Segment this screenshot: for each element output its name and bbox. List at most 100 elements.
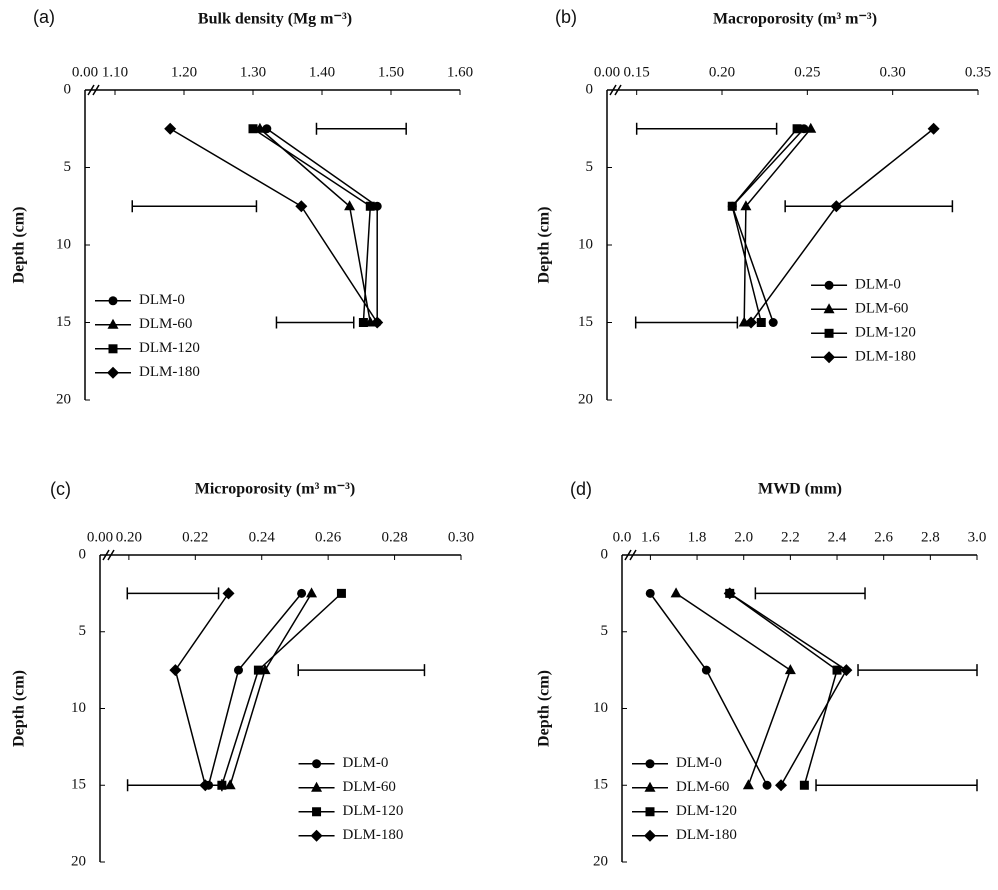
axis-break xyxy=(87,84,95,96)
marker-square xyxy=(358,318,368,327)
panel-label: (c) xyxy=(50,479,71,499)
y-tick-label: 10 xyxy=(71,700,86,716)
marker-circle xyxy=(701,665,711,675)
chart-title: Macroporosity (m³ m⁻³) xyxy=(713,11,877,28)
legend-label: DLM-120 xyxy=(343,803,404,819)
series-line xyxy=(729,592,848,786)
x-tick-label: 2.8 xyxy=(921,529,940,545)
lsd-bar xyxy=(754,587,866,600)
marker-circle xyxy=(645,588,655,598)
x-tick-label: 1.8 xyxy=(688,529,707,545)
legend-marker xyxy=(645,759,655,769)
legend-label: DLM-60 xyxy=(676,779,729,795)
marker-diamond xyxy=(723,587,736,600)
y-tick-label: 5 xyxy=(64,159,72,175)
y-tick-label: 10 xyxy=(593,700,608,716)
legend-label: DLM-0 xyxy=(676,755,722,771)
marker-diamond xyxy=(164,122,177,135)
marker-diamond xyxy=(295,200,308,213)
marker-triangle xyxy=(740,200,752,211)
x-tick-label: 2.6 xyxy=(874,529,893,545)
legend-label: DLM-180 xyxy=(343,827,404,843)
marker-diamond xyxy=(840,664,853,677)
axis-break xyxy=(107,549,115,561)
x-tick-label: 1.50 xyxy=(378,64,404,80)
marker-diamond xyxy=(745,316,758,329)
marker-square xyxy=(336,588,346,598)
legend-label: DLM-0 xyxy=(139,292,185,308)
x-tick-label: 0.20 xyxy=(709,64,735,80)
legend-marker xyxy=(824,280,834,290)
x-tick-label: 0.20 xyxy=(116,529,142,545)
marker-triangle xyxy=(742,779,754,790)
x-tick-label: 0.25 xyxy=(794,64,820,80)
lsd-bar xyxy=(635,122,778,135)
marker-circle xyxy=(262,124,272,134)
marker-triangle xyxy=(344,200,356,211)
marker-triangle xyxy=(670,587,682,598)
x-tick-label: 0.00 xyxy=(72,64,98,80)
chart-title: Microporosity (m³ m⁻³) xyxy=(195,481,356,498)
axis-break xyxy=(609,84,617,96)
lsd-bar xyxy=(131,200,258,213)
legend-marker xyxy=(107,366,119,379)
marker-diamond xyxy=(222,587,235,600)
marker-circle xyxy=(799,124,809,134)
x-tick-label: 0.30 xyxy=(448,529,474,545)
lsd-bar xyxy=(784,200,954,213)
series-line xyxy=(266,128,378,323)
series-line xyxy=(750,128,935,323)
legend-marker xyxy=(107,318,119,329)
legend-marker xyxy=(310,829,323,842)
axis-break xyxy=(102,549,110,561)
x-tick-label: 0.22 xyxy=(182,529,208,545)
marker-diamond xyxy=(830,200,843,213)
lsd-bar xyxy=(815,779,978,792)
x-tick-label: 2.2 xyxy=(781,529,800,545)
marker-square xyxy=(217,780,227,790)
y-axis-label: Depth (cm) xyxy=(536,670,553,747)
legend-label: DLM-60 xyxy=(343,779,396,795)
axis-break xyxy=(92,84,100,96)
x-tick-label: 1.40 xyxy=(309,64,335,80)
x-tick-label: 1.60 xyxy=(447,64,473,80)
legend-label: DLM-60 xyxy=(855,301,908,317)
marker-diamond xyxy=(927,122,940,135)
legend-marker xyxy=(824,328,834,338)
y-tick-label: 15 xyxy=(56,314,71,330)
legend-marker xyxy=(312,759,322,769)
x-tick-label: 1.10 xyxy=(102,64,128,80)
panel-label: (b) xyxy=(555,7,577,27)
marker-triangle xyxy=(306,587,318,598)
y-tick-label: 15 xyxy=(71,777,86,793)
y-tick-label: 0 xyxy=(601,546,609,562)
x-tick-label: 0.00 xyxy=(594,64,620,80)
lsd-bar xyxy=(315,122,407,135)
x-tick-label: 2.0 xyxy=(734,529,753,545)
legend-marker xyxy=(108,296,118,306)
lsd-bar xyxy=(634,316,739,329)
marker-square xyxy=(799,780,809,790)
legend-marker xyxy=(312,807,322,817)
series-line xyxy=(221,592,342,786)
y-tick-label: 15 xyxy=(578,314,593,330)
y-tick-label: 10 xyxy=(578,236,593,252)
legend-label: DLM-60 xyxy=(139,316,192,332)
lsd-bar xyxy=(126,587,220,600)
marker-square xyxy=(792,124,802,134)
chart-title: MWD (mm) xyxy=(758,481,842,498)
marker-diamond xyxy=(199,779,212,792)
y-tick-label: 10 xyxy=(56,236,71,252)
y-tick-label: 0 xyxy=(586,81,594,97)
marker-circle xyxy=(297,588,307,598)
marker-square xyxy=(756,318,766,327)
series-line xyxy=(259,128,372,323)
y-axis-label: Depth (cm) xyxy=(536,207,553,284)
marker-diamond xyxy=(371,316,384,329)
series-line xyxy=(174,592,230,786)
y-tick-label: 20 xyxy=(578,391,593,407)
panel-label: (d) xyxy=(570,479,592,499)
lsd-bar xyxy=(275,316,355,329)
marker-square xyxy=(365,201,375,211)
